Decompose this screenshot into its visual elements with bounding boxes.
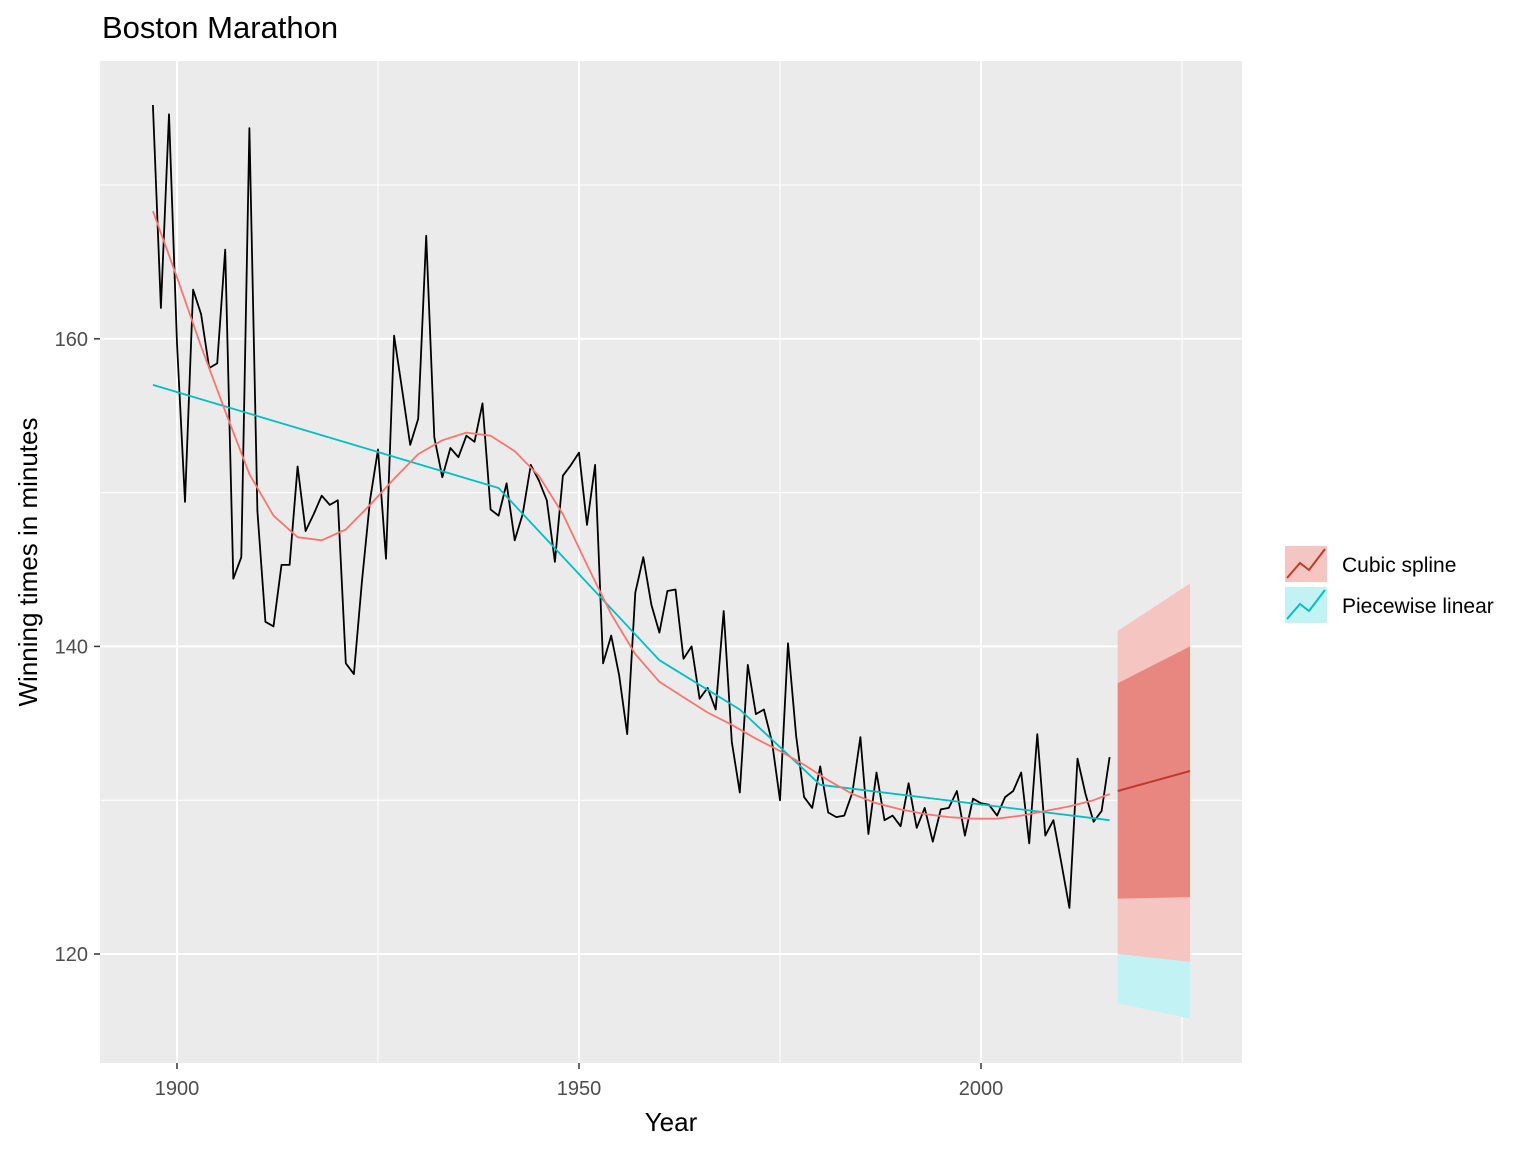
- forecast-bands: [1117, 583, 1191, 1019]
- legend-line-piecewise-linear: [1286, 589, 1326, 620]
- cubic-spline-forecast-line: [1117, 770, 1191, 792]
- y-tick-label: 140: [55, 636, 88, 658]
- x-tick-label: 1900: [155, 1078, 200, 1100]
- cubic-spline-band80: [1117, 646, 1191, 899]
- grid-minor: [100, 61, 1242, 1063]
- legend-key-cubic-spline: [1285, 546, 1327, 582]
- piecewise-linear-line: [152, 384, 1110, 822]
- y-tick-label: 160: [55, 329, 88, 351]
- legend-line-cubic-spline: [1286, 548, 1326, 579]
- x-tick-label: 2000: [959, 1078, 1004, 1100]
- legend-label-piecewise-linear: Piecewise linear: [1342, 595, 1494, 618]
- legend-key-piecewise-linear: [1285, 587, 1327, 623]
- axis-ticks: 1900 1950 2000 120 140 160: [55, 329, 1004, 1100]
- x-tick-label: 1950: [557, 1078, 602, 1100]
- piecewise-linear-band95: [1117, 954, 1191, 1019]
- y-tick-label: 120: [55, 944, 88, 966]
- legend-label-cubic-spline: Cubic spline: [1342, 554, 1456, 577]
- observed-line: [152, 104, 1111, 909]
- legend: Cubic spline Piecewise linear: [1285, 546, 1494, 623]
- x-axis-title: Year: [645, 1107, 698, 1137]
- y-axis-title: Winning times in minutes: [13, 418, 43, 707]
- grid-major: [100, 61, 1242, 1063]
- series-lines: [152, 104, 1191, 909]
- chart-title: Boston Marathon: [102, 10, 339, 45]
- cubic-spline-line: [152, 210, 1110, 820]
- plot-panel: [100, 61, 1242, 1063]
